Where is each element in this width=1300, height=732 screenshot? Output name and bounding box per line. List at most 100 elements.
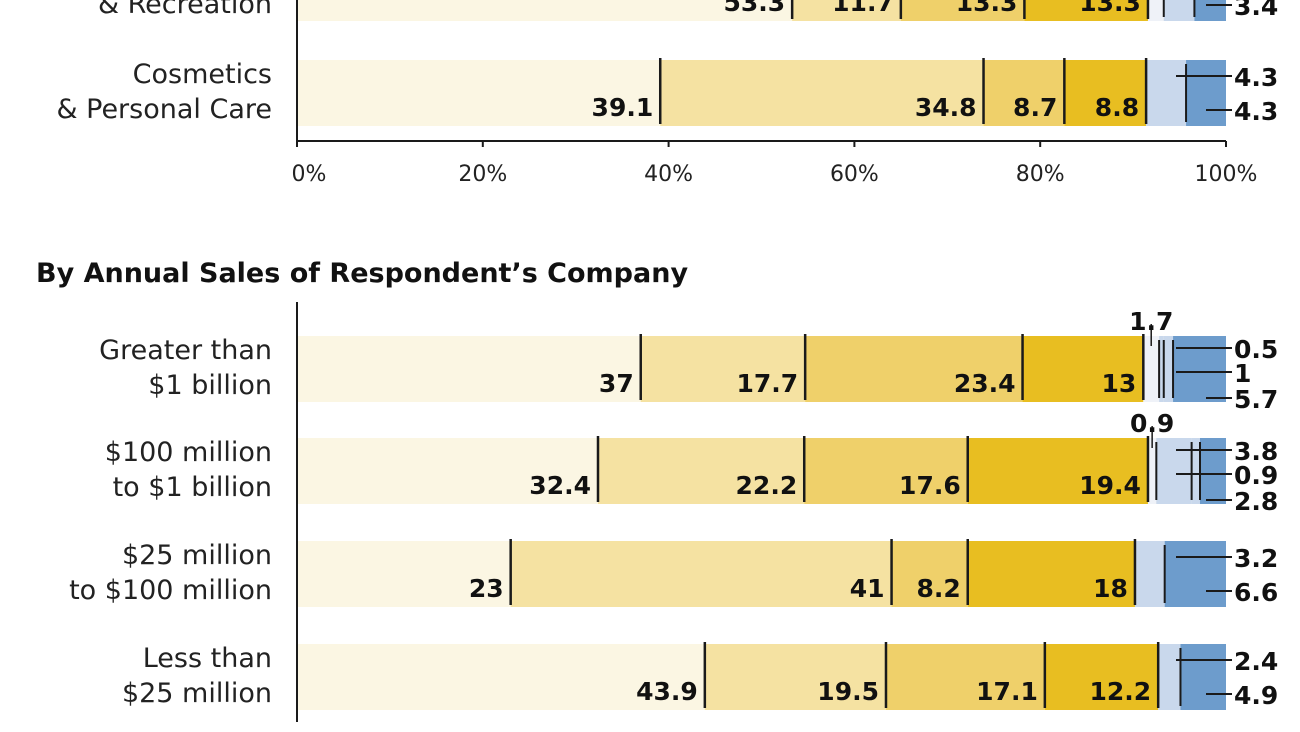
bar-segment — [1164, 541, 1226, 607]
bar-segment — [1143, 336, 1160, 402]
bar-segment — [891, 541, 968, 607]
bar-value-label: 32.4 — [529, 471, 591, 500]
bar-segment — [597, 438, 805, 504]
bar-segment — [297, 0, 793, 21]
bar-segment — [1180, 644, 1226, 710]
category-label: Less than — [143, 643, 272, 674]
x-tick-label: 40% — [644, 162, 693, 187]
bar-segment — [510, 541, 892, 607]
side-value-label: 3.2 — [1234, 544, 1278, 573]
x-tick-label: 60% — [830, 162, 879, 187]
side-value-label: 6.6 — [1234, 578, 1278, 607]
bar-segment — [1194, 0, 1226, 21]
industry-panel: 53.311.713.313.33.33.4& Recreation39.134… — [56, 0, 1278, 187]
bar-value-label: 41 — [850, 574, 885, 603]
bar-segment — [900, 0, 1025, 21]
category-label: to $1 billion — [113, 472, 272, 503]
side-value-label: 4.3 — [1234, 97, 1278, 126]
bar-value-label: 17.6 — [899, 471, 961, 500]
bar-value-label: 39.1 — [592, 93, 654, 122]
bar-segment — [297, 336, 641, 402]
bar-value-label: 43.9 — [636, 677, 698, 706]
bar-segment — [1134, 541, 1165, 607]
category-label: & Personal Care — [56, 94, 272, 125]
bar-segment — [1191, 438, 1200, 504]
bar-value-label: 13 — [1102, 369, 1137, 398]
bar-segment — [1163, 336, 1174, 402]
side-value-label: 3.8 — [1234, 437, 1278, 466]
bar-segment — [792, 0, 901, 21]
category-label: & Recreation — [98, 0, 272, 20]
bar-value-label: 12.2 — [1089, 677, 1151, 706]
bar-segment — [967, 541, 1135, 607]
sales-panel-title: By Annual Sales of Respondent’s Company — [36, 258, 688, 289]
bar-segment — [297, 438, 598, 504]
top-value-label: 0.9 — [1130, 409, 1174, 438]
bar-value-label: 34.8 — [915, 93, 977, 122]
side-value-label: 3.4 — [1234, 0, 1278, 21]
bar-segment — [1024, 0, 1148, 21]
sales-panel: 37 17.7 23.4 13 0.515.7 1.7 Greater than $1 bil… — [69, 302, 1278, 722]
category-label: Cosmetics — [133, 59, 272, 90]
bar-value-label: 8.2 — [916, 574, 960, 603]
side-value-label: 1 — [1234, 359, 1251, 388]
bar-value-label: 13.3 — [1079, 0, 1141, 17]
side-value-label: 4.9 — [1234, 681, 1278, 710]
bar-segment — [1158, 644, 1181, 710]
category-label: $25 million — [122, 540, 272, 571]
bar-value-label: 37 — [599, 369, 634, 398]
bar-segment — [297, 541, 511, 607]
bar-segment — [1147, 0, 1164, 21]
bar-segment — [1163, 0, 1195, 21]
side-value-label: 2.8 — [1234, 487, 1278, 516]
bar-segment — [1147, 438, 1157, 504]
bar-segment — [704, 644, 886, 710]
category-label: $1 billion — [148, 370, 272, 401]
bar-value-label: 11.7 — [832, 0, 894, 17]
x-tick-label: 0% — [292, 162, 327, 187]
bar-segment — [640, 336, 806, 402]
bar-segment — [660, 60, 984, 126]
bar-value-label: 13.3 — [956, 0, 1018, 17]
side-value-label: 0.9 — [1234, 461, 1278, 490]
x-tick-label: 80% — [1016, 162, 1065, 187]
top-value-label: 1.7 — [1129, 307, 1173, 336]
bar-value-label: 17.1 — [976, 677, 1038, 706]
bar-segment — [804, 438, 968, 504]
bar-value-label: 53.3 — [723, 0, 785, 17]
bar-value-label: 17.7 — [736, 369, 798, 398]
bar-segment — [983, 60, 1065, 126]
bar-value-label: 22.2 — [736, 471, 798, 500]
x-tick-label: 20% — [458, 162, 507, 187]
x-tick-label: 100% — [1195, 162, 1258, 187]
bar-segment — [1186, 60, 1226, 126]
bar-value-label: 18 — [1093, 574, 1128, 603]
bar-value-label: 8.8 — [1095, 93, 1139, 122]
bar-segment — [1156, 438, 1192, 504]
category-label: $100 million — [105, 437, 272, 468]
bar-value-label: 23 — [469, 574, 504, 603]
bar-segment — [297, 644, 705, 710]
side-value-label: 0.5 — [1234, 335, 1278, 364]
bar-value-label: 19.5 — [817, 677, 879, 706]
side-value-label: 5.7 — [1234, 385, 1278, 414]
bar-value-label: 19.4 — [1079, 471, 1141, 500]
bar-segment — [297, 60, 661, 126]
category-label: Greater than — [99, 335, 272, 366]
side-value-label: 2.4 — [1234, 647, 1278, 676]
bar-segment — [1064, 60, 1147, 126]
bar-segment — [1159, 336, 1164, 402]
bar-value-label: 23.4 — [954, 369, 1016, 398]
bar-segment — [967, 438, 1148, 504]
bar-segment — [1022, 336, 1144, 402]
bar-segment — [885, 644, 1045, 710]
side-value-label: 4.3 — [1234, 63, 1278, 92]
bar-segment — [1173, 336, 1226, 402]
bar-segment — [1044, 644, 1159, 710]
bar-segment — [805, 336, 1023, 402]
category-label: $25 million — [122, 678, 272, 709]
category-label: to $100 million — [69, 575, 272, 606]
bar-value-label: 8.7 — [1013, 93, 1057, 122]
bar-segment — [1199, 438, 1226, 504]
